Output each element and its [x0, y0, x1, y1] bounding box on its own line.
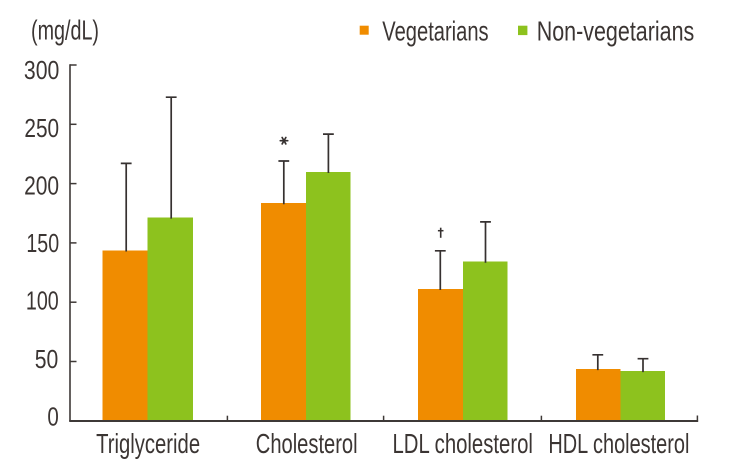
svg-text:50: 50 — [35, 344, 59, 374]
svg-text:200: 200 — [24, 171, 59, 201]
svg-text:0: 0 — [47, 401, 58, 431]
svg-text:(mg/dL): (mg/dL) — [31, 14, 99, 45]
svg-text:150: 150 — [26, 228, 59, 258]
svg-text:HDL cholesterol: HDL cholesterol — [548, 428, 689, 459]
svg-text:Cholesterol: Cholesterol — [256, 428, 358, 459]
svg-text:Triglyceride: Triglyceride — [96, 428, 200, 459]
svg-text:Non-vegetarians: Non-vegetarians — [537, 16, 695, 47]
svg-text:250: 250 — [24, 113, 59, 143]
svg-text:Vegetarians: Vegetarians — [382, 16, 488, 47]
svg-text:300: 300 — [24, 55, 59, 85]
svg-text:LDL cholesterol: LDL cholesterol — [393, 428, 533, 459]
svg-text:100: 100 — [26, 286, 59, 316]
